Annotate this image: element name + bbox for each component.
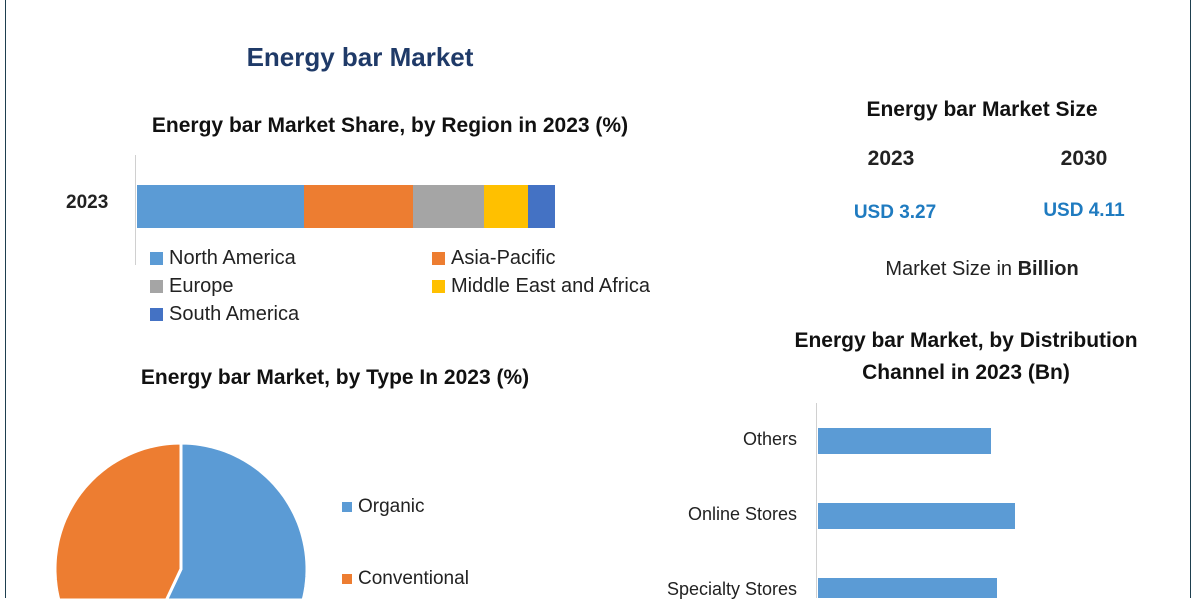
legend-swatch bbox=[432, 280, 445, 293]
region-axis bbox=[135, 155, 136, 265]
channel-label: Others bbox=[742, 429, 797, 449]
value-2023: USD 3.27 bbox=[853, 202, 937, 223]
year-2030: 2030 bbox=[1060, 147, 1108, 170]
page-title: Energy bar Market bbox=[246, 42, 474, 72]
legend-swatch bbox=[150, 308, 163, 321]
channel-chart-title: Energy bar Market, by Distribution Chann… bbox=[794, 329, 1138, 384]
region-legend: North America Asia-Pacific Europe Middle Ea… bbox=[150, 247, 710, 326]
legend-swatch bbox=[342, 574, 352, 584]
legend-label: Conventional bbox=[358, 568, 469, 589]
region-segment-north-america bbox=[137, 185, 305, 228]
legend-item: Europe bbox=[150, 275, 432, 298]
type-chart-title: Energy bar Market, by Type In 2023 (%) bbox=[140, 366, 530, 389]
region-segment-europe bbox=[412, 185, 484, 228]
region-stacked-bar bbox=[137, 185, 555, 228]
legend-label: North America bbox=[169, 247, 296, 269]
legend-item: North America bbox=[150, 247, 432, 270]
region-chart-title: Energy bar Market Share, by Region in 20… bbox=[151, 114, 629, 137]
region-segment-middle-east-and-africa bbox=[483, 185, 528, 228]
pie-slice-conventional bbox=[53, 441, 183, 600]
channel-label: Specialty Stores bbox=[666, 579, 797, 599]
region-segment-asia-pacific bbox=[304, 185, 413, 228]
legend-item: Conventional bbox=[342, 568, 469, 590]
market-size-note: Market Size in Billion bbox=[832, 258, 1132, 281]
legend-label: Europe bbox=[169, 275, 234, 297]
legend-label: Organic bbox=[358, 496, 425, 517]
market-size-title: Energy bar Market Size bbox=[866, 98, 1098, 121]
legend-label: Middle East and Africa bbox=[451, 275, 650, 297]
region-segment-south-america bbox=[527, 185, 555, 228]
region-category-label: 2023 bbox=[66, 192, 109, 213]
legend-swatch bbox=[432, 252, 445, 265]
type-pie-chart bbox=[53, 441, 309, 600]
channel-axis bbox=[816, 403, 817, 598]
year-2023: 2023 bbox=[867, 147, 915, 170]
legend-item: Asia-Pacific bbox=[432, 247, 710, 270]
legend-label: South America bbox=[169, 303, 300, 325]
legend-item: Middle East and Africa bbox=[432, 275, 710, 298]
note-prefix: Market Size in bbox=[885, 258, 1018, 280]
value-2030: USD 4.11 bbox=[1043, 200, 1125, 221]
type-legend: Organic Conventional bbox=[342, 496, 469, 590]
channel-bar-others bbox=[818, 428, 992, 454]
channel-label: Online Stores bbox=[687, 504, 797, 524]
frame-border bbox=[5, 0, 1191, 598]
channel-bar-online-stores bbox=[818, 503, 1015, 529]
note-unit: Billion bbox=[1017, 258, 1079, 280]
legend-item: Organic bbox=[342, 496, 469, 518]
legend-item: South America bbox=[150, 303, 432, 326]
legend-swatch bbox=[342, 502, 352, 512]
pie-slice-organic bbox=[164, 441, 309, 600]
legend-swatch bbox=[150, 252, 163, 265]
legend-swatch bbox=[150, 280, 163, 293]
channel-bar-specialty-stores bbox=[818, 578, 998, 598]
legend-label: Asia-Pacific bbox=[451, 247, 556, 269]
